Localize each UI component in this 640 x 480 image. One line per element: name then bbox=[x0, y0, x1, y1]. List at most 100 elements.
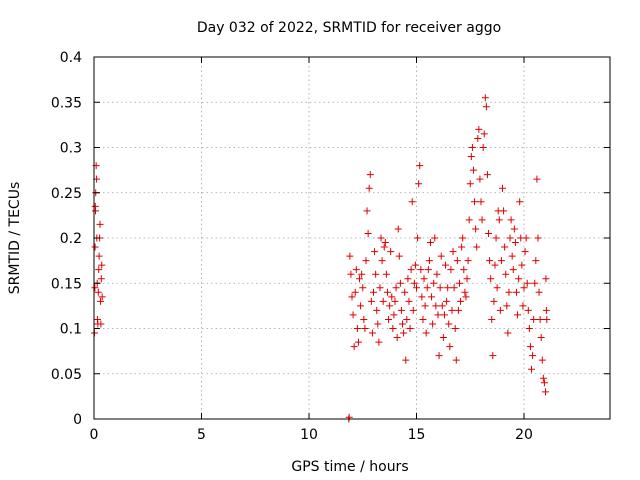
data-point bbox=[404, 275, 412, 283]
data-point bbox=[479, 144, 487, 151]
data-point bbox=[351, 288, 359, 296]
data-point bbox=[348, 293, 356, 301]
data-point bbox=[426, 239, 434, 247]
data-point bbox=[450, 284, 458, 292]
data-point bbox=[409, 306, 417, 314]
data-point bbox=[396, 279, 404, 287]
data-point bbox=[493, 284, 501, 292]
data-point bbox=[374, 320, 382, 328]
data-point bbox=[97, 275, 105, 283]
data-point bbox=[501, 243, 509, 251]
data-point bbox=[379, 297, 387, 305]
data-point bbox=[389, 325, 397, 332]
data-point bbox=[499, 184, 506, 192]
x-tick-label: 20 bbox=[515, 427, 533, 443]
data-point bbox=[408, 198, 416, 206]
data-point bbox=[524, 306, 532, 314]
data-point bbox=[439, 334, 447, 342]
data-point bbox=[538, 356, 546, 364]
data-point bbox=[368, 329, 376, 337]
data-point bbox=[367, 297, 375, 305]
data-point bbox=[375, 338, 383, 346]
data-point bbox=[529, 352, 537, 360]
data-point bbox=[359, 284, 367, 292]
data-point bbox=[91, 284, 99, 292]
data-point bbox=[542, 388, 549, 396]
data-point bbox=[91, 243, 99, 251]
x-axis-tick-labels: 0 5 10 15 20 bbox=[90, 427, 533, 443]
data-point bbox=[98, 293, 106, 301]
data-point bbox=[432, 302, 440, 310]
data-point bbox=[530, 315, 538, 323]
data-point bbox=[352, 266, 360, 274]
data-point bbox=[489, 352, 497, 360]
y-tick-label: 0.4 bbox=[60, 50, 82, 66]
data-point bbox=[448, 306, 456, 314]
data-point bbox=[456, 279, 463, 287]
y-tick-label: 0.1 bbox=[60, 322, 82, 338]
data-point bbox=[480, 130, 488, 138]
grid-lines bbox=[94, 57, 610, 419]
data-point bbox=[410, 279, 418, 287]
data-point bbox=[481, 94, 489, 102]
data-point bbox=[346, 252, 354, 260]
data-point bbox=[358, 270, 366, 278]
y-axis-title: SRMTID / TECUs bbox=[7, 182, 23, 295]
data-point bbox=[539, 374, 547, 382]
data-point bbox=[506, 234, 514, 242]
data-point bbox=[459, 234, 467, 242]
data-point bbox=[475, 125, 483, 133]
chart-title: Day 032 of 2022, SRMTID for receiver agg… bbox=[197, 20, 501, 36]
data-point bbox=[347, 270, 355, 278]
data-point bbox=[350, 343, 358, 351]
data-point bbox=[383, 288, 391, 296]
data-point bbox=[523, 279, 531, 287]
data-point bbox=[497, 257, 505, 265]
data-point bbox=[436, 284, 444, 292]
data-point bbox=[356, 275, 364, 283]
data-point bbox=[363, 207, 371, 215]
data-point bbox=[502, 270, 510, 278]
data-point bbox=[429, 320, 437, 328]
data-point bbox=[414, 234, 422, 242]
data-point bbox=[390, 311, 398, 319]
data-point bbox=[492, 234, 500, 242]
data-point bbox=[385, 315, 393, 323]
data-point bbox=[407, 266, 415, 274]
data-point bbox=[373, 306, 381, 314]
data-point bbox=[430, 279, 438, 287]
data-point bbox=[536, 315, 544, 323]
data-point bbox=[360, 315, 368, 323]
data-point bbox=[505, 288, 513, 296]
data-point bbox=[503, 302, 511, 310]
data-point bbox=[515, 275, 523, 283]
y-tick-label: 0 bbox=[73, 412, 82, 428]
data-point bbox=[525, 325, 533, 332]
data-point bbox=[392, 284, 400, 292]
data-point bbox=[96, 297, 104, 305]
data-point bbox=[465, 216, 473, 224]
data-point bbox=[532, 257, 540, 265]
data-point bbox=[361, 325, 369, 332]
data-point bbox=[540, 379, 548, 387]
data-point bbox=[440, 311, 448, 319]
data-point bbox=[353, 325, 361, 332]
data-point bbox=[487, 275, 495, 283]
data-point bbox=[371, 248, 379, 256]
data-point bbox=[522, 234, 530, 242]
data-point bbox=[357, 302, 365, 310]
data-point bbox=[445, 320, 453, 328]
data-point bbox=[460, 266, 468, 274]
data-point bbox=[428, 293, 436, 301]
data-point bbox=[464, 257, 472, 265]
data-point bbox=[365, 184, 373, 192]
data-point bbox=[457, 297, 465, 305]
data-point bbox=[504, 329, 512, 337]
data-point bbox=[482, 103, 490, 111]
data-point bbox=[533, 175, 541, 183]
data-point bbox=[542, 275, 550, 283]
data-point bbox=[377, 234, 385, 242]
data-point bbox=[488, 315, 496, 323]
data-point bbox=[473, 243, 481, 251]
